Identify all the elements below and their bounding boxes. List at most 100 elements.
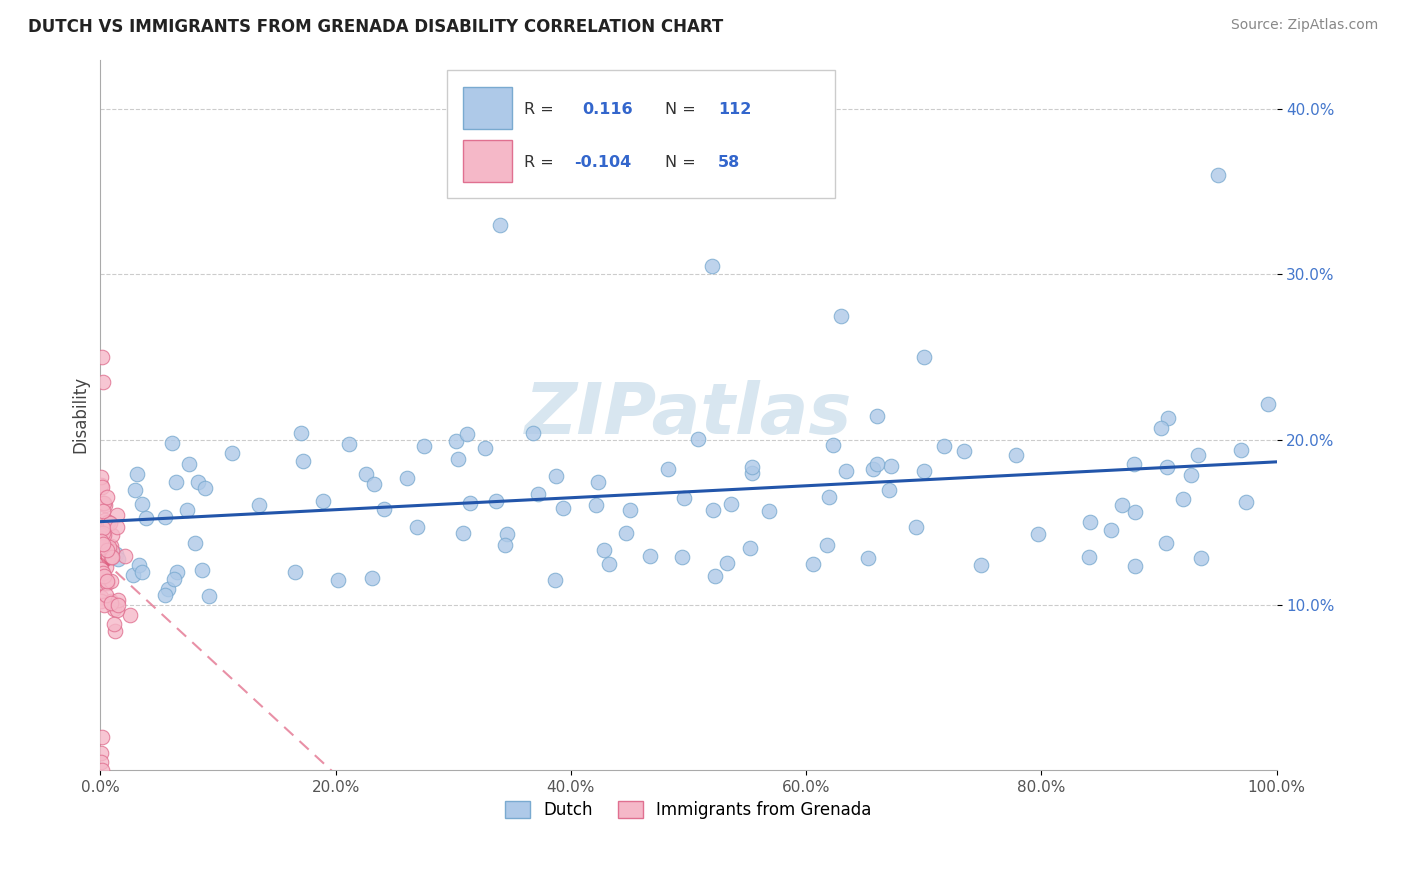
Point (98, 540, 121, 554)
Point (90, 590, 112, 604)
Point (90, 477, 112, 491)
Point (1078, 549, 1101, 564)
Point (877, 483, 900, 497)
Point (1123, 505, 1146, 519)
Point (104, 547, 127, 561)
Point (97, 515, 120, 529)
Point (953, 443, 976, 458)
Point (194, 481, 217, 495)
Point (101, 543, 124, 558)
Point (107, 551, 129, 566)
Point (96, 574, 118, 588)
Point (865, 457, 887, 471)
Point (932, 439, 955, 453)
Point (100, 574, 122, 588)
Point (96, 575, 118, 590)
Point (1187, 448, 1209, 462)
Point (187, 475, 209, 490)
FancyBboxPatch shape (463, 87, 512, 128)
Point (290, 426, 312, 441)
Point (619, 503, 641, 517)
Point (96, 490, 118, 504)
Point (107, 593, 129, 607)
Point (527, 487, 550, 501)
FancyBboxPatch shape (463, 140, 512, 182)
Point (176, 503, 198, 517)
Point (91, 375, 114, 389)
Point (354, 467, 377, 481)
Point (406, 520, 429, 534)
Point (803, 558, 825, 572)
Point (179, 457, 201, 471)
Point (337, 436, 360, 450)
Point (183, 536, 205, 550)
Point (544, 469, 567, 483)
Point (1189, 551, 1212, 566)
Legend: Dutch, Immigrants from Grenada: Dutch, Immigrants from Grenada (499, 794, 879, 826)
Point (90, 556, 112, 570)
Point (1123, 559, 1146, 574)
Point (553, 500, 575, 515)
Point (458, 496, 481, 510)
Point (93, 598, 115, 612)
Text: ZIPatlas: ZIPatlas (524, 380, 852, 450)
Text: 0.116: 0.116 (582, 102, 633, 117)
Point (93, 528, 115, 542)
Point (818, 490, 841, 504)
Point (741, 466, 763, 480)
Point (823, 438, 845, 452)
Point (1154, 536, 1177, 550)
Point (90, 350, 112, 364)
Point (700, 259, 723, 273)
Point (160, 435, 183, 450)
Text: R =: R = (524, 155, 554, 170)
Point (614, 525, 637, 540)
Point (328, 574, 350, 588)
Point (585, 498, 607, 512)
Point (221, 445, 243, 459)
Point (94, 513, 117, 527)
Point (93, 525, 115, 540)
Point (1078, 516, 1101, 530)
Point (191, 563, 214, 577)
Point (1206, 168, 1229, 182)
Point (1229, 442, 1251, 457)
Point (90, 562, 112, 576)
Point (105, 508, 128, 523)
Point (686, 432, 709, 446)
Point (1180, 468, 1202, 483)
Point (100, 549, 122, 564)
Point (91, 480, 114, 494)
Point (91, 504, 114, 518)
Point (1150, 421, 1173, 435)
Point (91, 576, 114, 591)
Point (104, 624, 127, 638)
Point (862, 462, 884, 476)
Point (544, 573, 567, 587)
Point (90, 730, 112, 744)
Point (94, 588, 117, 602)
Point (830, 309, 852, 323)
Point (91, 541, 114, 555)
Point (704, 569, 727, 583)
Point (598, 557, 620, 571)
Point (495, 538, 517, 552)
Point (90, 534, 112, 549)
Point (858, 551, 880, 566)
Point (720, 497, 742, 511)
Point (373, 501, 395, 516)
Point (586, 475, 609, 489)
Point (93, 568, 115, 582)
Point (395, 471, 418, 485)
Point (90, 573, 112, 587)
Point (97, 549, 120, 564)
Point (1257, 397, 1279, 411)
Point (363, 477, 385, 491)
Point (93, 496, 115, 510)
Point (100, 596, 122, 610)
Point (100, 594, 122, 608)
Point (107, 599, 129, 613)
Point (103, 616, 125, 631)
Point (135, 510, 157, 524)
Point (1156, 460, 1178, 475)
